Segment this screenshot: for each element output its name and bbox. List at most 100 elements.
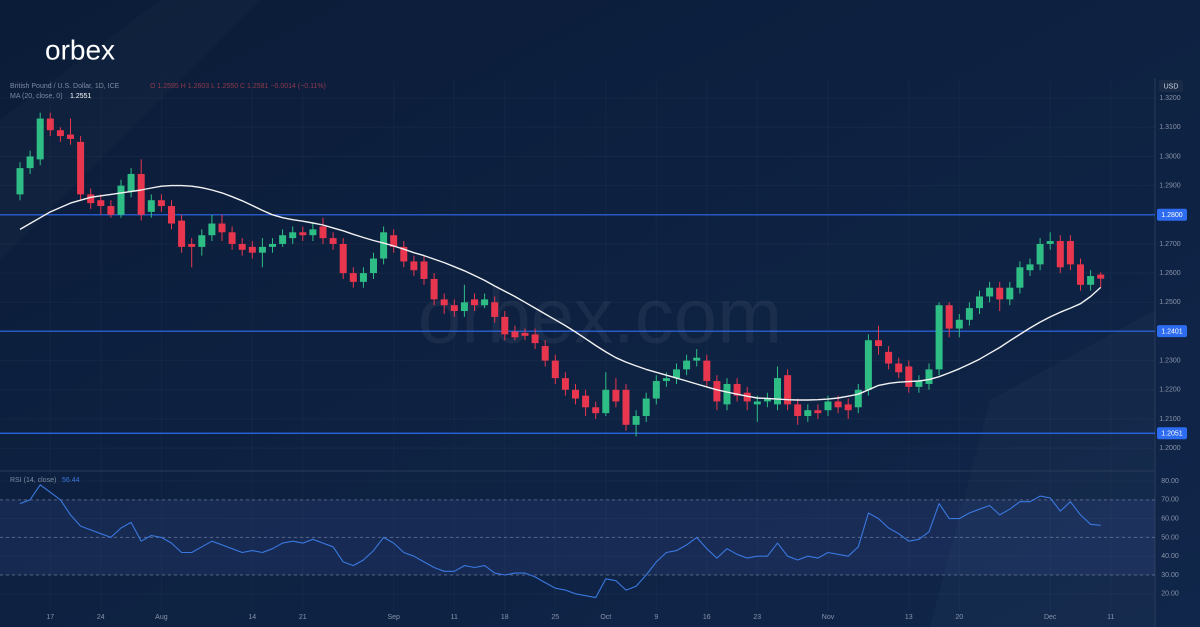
candle-body (329, 238, 337, 244)
candle-body (642, 398, 650, 417)
candle-body (794, 404, 802, 417)
candle-body (905, 366, 913, 387)
rsi-legend: RSI (14, close) (10, 477, 56, 484)
candle-body (481, 299, 489, 306)
candle-body (319, 226, 327, 239)
x-tick-label: 11 (451, 614, 458, 621)
candle-body (511, 331, 519, 338)
candle-body (238, 243, 246, 250)
candle-body (774, 378, 781, 405)
candle-body (420, 261, 428, 279)
candle-body (561, 378, 569, 390)
candle-body (572, 389, 579, 399)
y-tick-label: 1.3200 (1159, 95, 1181, 102)
candle-body (501, 316, 509, 335)
candle-body (178, 220, 186, 247)
candle-body (602, 389, 610, 414)
candle-body (925, 369, 933, 384)
level-label: 1.2800 (1161, 212, 1183, 219)
candle-body (390, 235, 398, 247)
candle-body (864, 340, 872, 390)
candle-body (1046, 241, 1054, 244)
candle-body (763, 398, 771, 402)
candle-body (693, 357, 701, 361)
x-tick-label: 17 (46, 614, 54, 621)
candle-body (683, 360, 691, 370)
candle-body (1077, 264, 1084, 285)
candle-body (188, 243, 196, 247)
candle-body (198, 235, 206, 247)
candle-body (784, 375, 792, 405)
candle-body (430, 278, 438, 300)
rsi-tick-label: 40.00 (1161, 553, 1179, 560)
candle-body (107, 206, 115, 215)
candle-body (733, 383, 741, 396)
x-tick-label: 25 (551, 614, 559, 621)
candle-body (400, 246, 408, 262)
candle-body (895, 363, 903, 373)
rsi-line (19, 484, 1101, 599)
x-tick-label: Aug (155, 614, 168, 621)
ma-legend: MA (20, close, 0) (10, 93, 63, 100)
rsi-tick-label: 60.00 (1161, 515, 1179, 522)
candle-body (703, 360, 711, 382)
candle-body (521, 332, 529, 336)
rsi-tick-label: 70.00 (1161, 497, 1179, 504)
candle-body (248, 246, 256, 253)
ohlc-readout: O 1.2595 H 1.2603 L 1.2550 C 1.2581 −0.0… (150, 83, 326, 90)
x-tick-label: 16 (703, 614, 711, 621)
candle-body (844, 404, 852, 411)
ma-value: 1.2551 (70, 93, 92, 100)
candle-body (370, 258, 377, 274)
candle-body (67, 134, 74, 139)
level-badge (1157, 325, 1187, 338)
watermark: orbex.com (418, 272, 782, 360)
x-tick-label: 9 (654, 614, 658, 621)
candle-body (16, 168, 24, 195)
candle-body (168, 206, 175, 224)
candle-body (299, 232, 307, 236)
candle-body (279, 235, 287, 244)
candle-body (976, 296, 983, 309)
candle-body (1087, 276, 1095, 285)
candle-body (632, 416, 640, 425)
candle-body (1056, 241, 1064, 268)
candle-body (541, 346, 549, 361)
candle-body (56, 130, 64, 137)
candle-body (612, 389, 620, 402)
rsi-tick-label: 80.00 (1161, 478, 1179, 485)
candle-body (996, 287, 1004, 300)
candle-body (854, 389, 862, 408)
candle-body (713, 381, 721, 402)
candle-body (915, 381, 923, 387)
candle-body (955, 319, 963, 329)
rsi-tick-label: 20.00 (1161, 591, 1179, 598)
candle-body (531, 334, 539, 344)
candle-body (349, 273, 357, 282)
y-tick-label: 1.2900 (1159, 182, 1181, 189)
currency-badge (1159, 80, 1183, 92)
candle-body (885, 351, 893, 364)
y-tick-label: 1.2500 (1159, 299, 1181, 306)
y-tick-label: 1.3100 (1159, 124, 1181, 131)
candle-body (622, 389, 630, 425)
candle-body (1036, 243, 1044, 265)
candle-body (673, 369, 680, 379)
y-tick-label: 1.3000 (1159, 153, 1181, 160)
level-badge (1157, 427, 1187, 440)
candle-body (359, 273, 367, 282)
candle-body (814, 410, 822, 414)
chart-title: British Pound / U.S. Dollar, 1D, ICE (10, 83, 120, 90)
candle-body (46, 118, 54, 131)
candle-body (450, 305, 458, 312)
x-tick-label: 24 (97, 614, 105, 621)
candle-body (1006, 287, 1014, 300)
x-tick-label: Dec (1044, 614, 1057, 621)
candle-body (440, 299, 448, 306)
candle-body (551, 360, 559, 379)
candle-body (26, 156, 34, 169)
candle-body (269, 243, 276, 247)
candle-body (309, 229, 317, 236)
